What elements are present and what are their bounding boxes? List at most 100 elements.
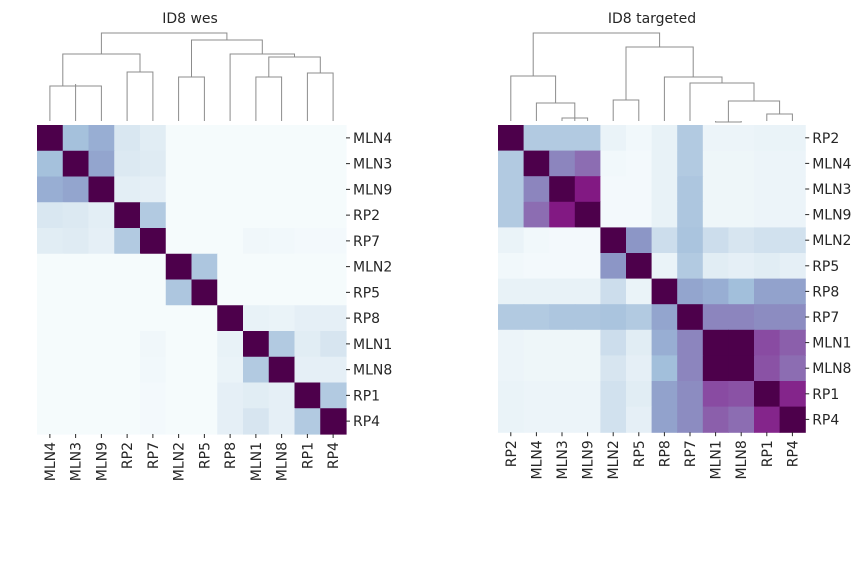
column-label: RP5 [632,440,648,467]
heatmap-cell-rp1-mln9 [574,381,601,408]
heatmap-cell-rp1-rp1 [754,381,781,408]
column-labels: RP2 MLN4 MLN3 MLN9 MLN2 RP5 RP8 RP7 MLN1 MLN8 RP1 R… [504,432,801,479]
heatmap-cell-rp5-rp4 [320,279,347,306]
heatmap-cell-rp2-mln8 [268,202,296,229]
heatmap-cell-rp2-mln4 [523,125,550,152]
heatmap-cell-mln9-mln1 [243,176,270,203]
heatmap-cell-rp5-mln8 [268,279,296,306]
heatmap-cell-rp2-rp2 [498,125,525,152]
column-labels: MLN4 MLN3 MLN9 RP2 RP7 MLN2 RP5 RP8 MLN1 MLN8 RP1 R… [43,434,342,481]
heatmap-cell-mln8-mln9 [574,355,601,382]
heatmap-cell-mln1-mln4 [523,329,550,356]
heatmap-cell-mln9-rp8 [651,201,678,228]
heatmap-cell-rp4-mln3 [549,406,576,433]
heatmap-cell-mln4-rp1 [754,150,781,177]
heatmap-cell-mln4-mln3 [549,150,576,177]
heatmap-cell-mln3-mln9 [574,176,601,203]
heatmap-cell-mln2-rp8 [217,253,244,281]
heatmap-cell-mln3-rp7 [677,176,704,203]
heatmap-cell-mln3-rp1 [754,176,781,203]
heatmap-cell-rp4-rp8 [217,408,244,435]
heatmap-cell-rp2-mln1 [702,125,729,152]
heatmap-cell-rp4-rp5 [626,406,653,433]
heatmap-cell-mln4-rp4 [320,125,347,152]
heatmap-cell-mln1-mln1 [702,329,729,356]
heatmap-cell-rp2-rp8 [651,125,678,152]
heatmap-cell-rp5-rp4 [779,253,806,280]
heatmap-cell-mln9-mln4 [523,201,550,228]
heatmap-cell-mln4-rp2 [114,125,141,152]
heatmap-cell-mln8-mln1 [702,355,729,382]
heatmap-cell-mln8-mln8 [268,356,296,384]
heatmap-cell-mln8-rp2 [498,355,525,382]
heatmap-cell-mln4-mln3 [62,125,90,152]
heatmap-cell-rp8-rp8 [217,305,244,332]
heatmap-cell-mln1-rp8 [217,331,244,358]
row-label: RP7 [812,310,839,326]
heatmap-cell-rp8-mln8 [728,278,755,305]
heatmap-cell-rp4-rp4 [779,406,806,433]
heatmap-cell-mln8-mln4 [37,356,64,384]
heatmap-cell-rp7-rp7 [140,228,167,255]
heatmap-cell-mln9-mln9 [88,176,115,203]
heatmap-cell-mln8-mln3 [62,356,90,384]
heatmap-cell-mln9-mln3 [549,201,576,228]
heatmap-cell-rp5-mln4 [37,279,64,306]
heatmap-cell-rp2-mln2 [165,202,193,229]
heatmap-cell-rp5-rp5 [626,253,653,280]
heatmap-cell-rp5-rp2 [114,279,141,306]
heatmap-cell-rp4-rp7 [677,406,704,433]
heatmap-cell-rp2-rp7 [677,125,704,152]
heatmap-cell-mln8-rp7 [140,356,167,384]
heatmap-cell-mln4-mln9 [88,125,115,152]
heatmap-cell-mln4-rp8 [217,125,244,152]
heatmap-cell-rp8-mln4 [37,305,64,332]
heatmap-cell-rp4-mln4 [37,408,64,435]
heatmap-cell-rp7-rp7 [677,304,704,331]
heatmap-cell-rp1-mln9 [88,382,115,409]
heatmap-cell-mln1-rp2 [114,331,141,358]
heatmap-cell-mln3-rp7 [140,150,167,178]
row-label: MLN9 [812,208,851,224]
column-label: RP8 [223,442,239,469]
heatmap-cell-mln2-mln2 [600,227,627,254]
heatmap-cell-mln2-rp7 [677,227,704,254]
column-label: RP7 [683,440,699,467]
heatmap-cell-rp4-rp2 [498,406,525,433]
heatmap-cell-rp8-rp2 [498,278,525,305]
heatmap-cell-rp7-mln9 [574,304,601,331]
heatmap-cell-mln4-rp7 [677,150,704,177]
heatmap-cell-mln4-mln8 [728,150,755,177]
heatmap-cell-rp7-rp5 [191,228,218,255]
row-label: RP7 [353,234,380,250]
heatmap-cell-rp8-rp4 [779,278,806,305]
heatmap-cell-mln8-rp4 [779,355,806,382]
heatmap-cell-mln9-rp2 [114,176,141,203]
heatmap-cell-rp2-rp5 [626,125,653,152]
chart-title: ID8 targeted [608,11,696,27]
heatmap-cell-mln9-mln3 [62,176,90,203]
heatmap-cell-rp5-mln8 [728,253,755,280]
heatmap-cell-mln9-mln2 [165,176,193,203]
heatmap-cell-rp8-rp7 [140,305,167,332]
column-label: RP7 [146,442,162,469]
heatmap-cell-mln2-mln1 [243,253,270,281]
heatmap-cell-mln9-rp7 [677,201,704,228]
heatmap-cell-mln8-mln2 [165,356,193,384]
heatmap-cell-rp4-rp1 [754,406,781,433]
heatmap-cell-rp2-rp8 [217,202,244,229]
heatmap-cell-mln4-mln1 [702,150,729,177]
heatmap-cell-mln3-mln8 [268,150,296,178]
heatmap-cell-rp4-mln8 [268,408,296,435]
heatmap-cells [498,125,806,433]
heatmap-cell-rp1-mln2 [165,382,193,409]
heatmap-cell-mln9-rp7 [140,176,167,203]
heatmap-cell-rp1-rp5 [191,382,218,409]
heatmap-cell-rp4-mln9 [574,406,601,433]
heatmap-cell-mln1-mln9 [574,329,601,356]
heatmap-cell-mln4-rp4 [779,150,806,177]
heatmap-cell-mln2-mln8 [268,253,296,281]
heatmap-cell-rp8-rp7 [677,278,704,305]
heatmap-cell-mln3-rp2 [114,150,141,178]
